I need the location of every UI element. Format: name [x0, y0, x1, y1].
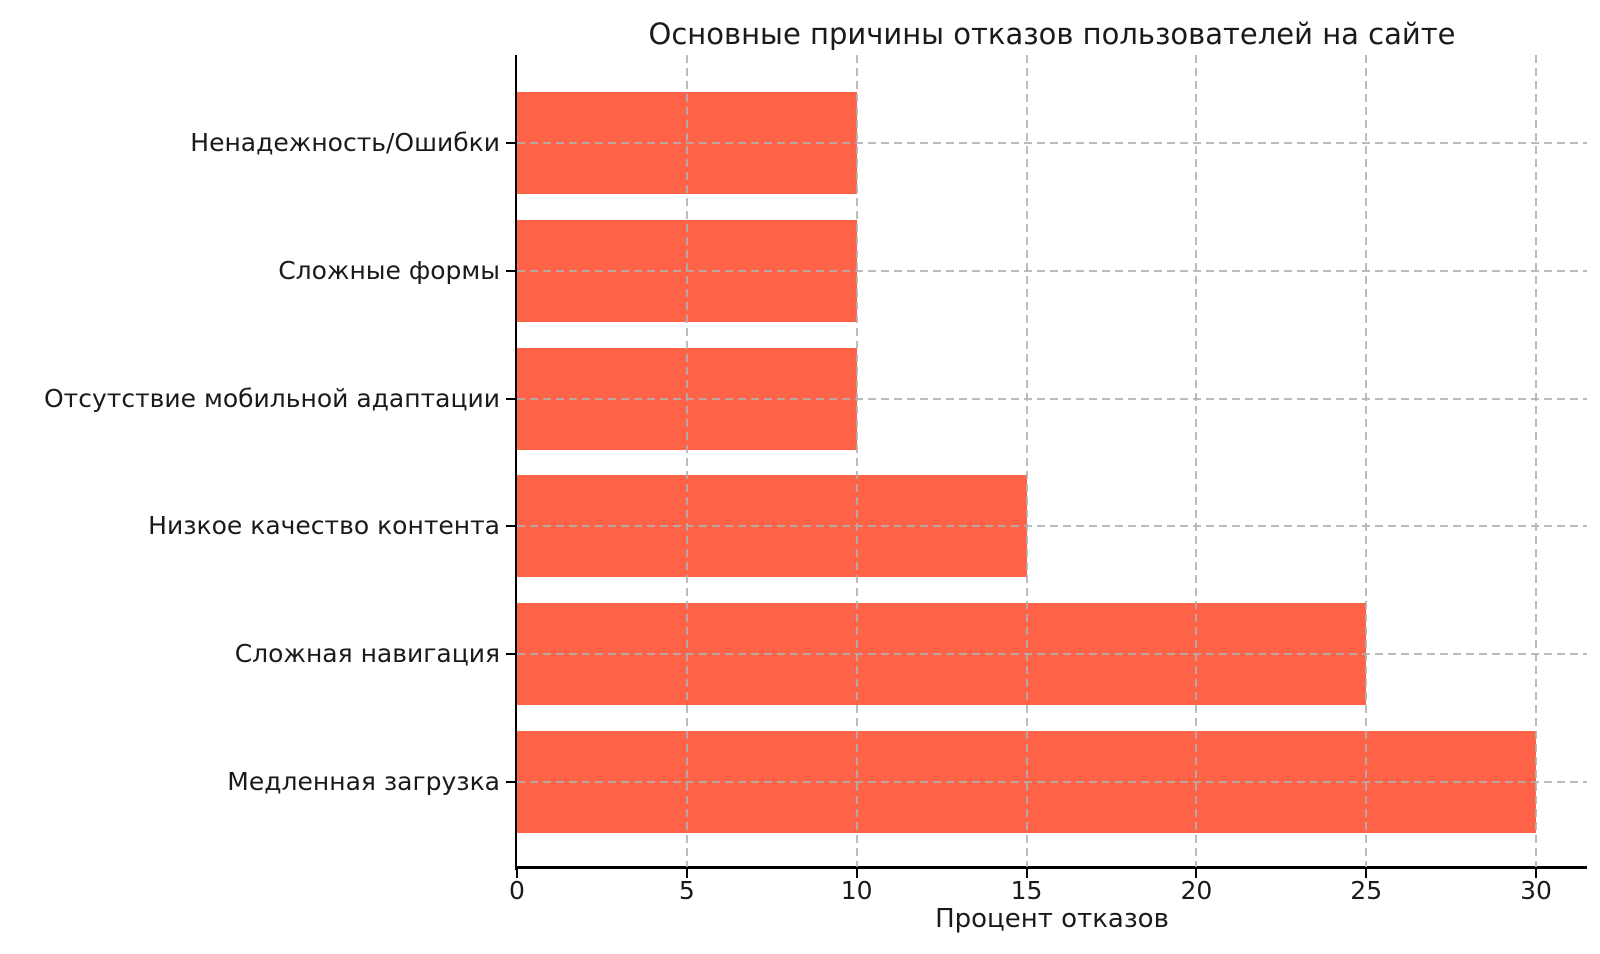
y-axis-spine: [514, 55, 517, 870]
y-tick-mark-0: [506, 142, 515, 144]
vertical-gridline-30: [1535, 55, 1538, 867]
y-tick-mark-2: [506, 397, 515, 400]
y-tick-label-2: Отсутствие мобильной адаптации: [44, 383, 500, 413]
y-tick-mark-4: [506, 653, 515, 656]
horizontal-gridline-0: [517, 142, 1587, 144]
y-tick-label-3: Низкое качество контента: [148, 511, 500, 541]
vertical-gridline-25: [1365, 55, 1368, 867]
y-tick-label-1: Сложные формы: [278, 255, 500, 285]
x-tick-mark-30: [1535, 868, 1538, 878]
x-tick-mark-15: [1025, 868, 1028, 878]
y-tick-mark-5: [506, 781, 515, 783]
x-tick-mark-25: [1365, 868, 1368, 878]
x-tick-label-30: 30: [1520, 876, 1552, 905]
x-tick-mark-10: [855, 868, 858, 878]
vertical-gridline-20: [1195, 55, 1198, 867]
horizontal-gridline-4: [517, 653, 1587, 656]
plot-area: [517, 55, 1587, 867]
vertical-gridline-15: [1025, 55, 1028, 867]
x-tick-label-15: 15: [1010, 876, 1043, 905]
vertical-gridline-5: [685, 55, 688, 867]
x-axis-spine: [514, 866, 1587, 869]
y-tick-mark-1: [506, 269, 515, 272]
x-tick-mark-0: [516, 868, 518, 878]
x-tick-label-20: 20: [1180, 876, 1213, 905]
horizontal-gridline-5: [517, 781, 1587, 783]
y-tick-label-4: Сложная навигация: [234, 639, 500, 669]
x-tick-label-25: 25: [1350, 876, 1383, 905]
y-tick-mark-3: [506, 525, 515, 528]
x-tick-mark-5: [685, 868, 688, 878]
y-tick-label-5: Медленная загрузка: [227, 767, 500, 796]
x-axis-label: Процент отказов: [935, 904, 1169, 934]
x-tick-label-10: 10: [840, 876, 873, 905]
horizontal-gridline-3: [517, 525, 1587, 528]
x-tick-label-0: 0: [509, 876, 525, 905]
y-tick-label-0: Ненадежность/Ошибки: [190, 128, 500, 157]
horizontal-gridline-1: [517, 269, 1587, 272]
horizontal-gridline-2: [517, 397, 1587, 400]
vertical-gridline-10: [855, 55, 858, 867]
x-tick-mark-20: [1195, 868, 1198, 878]
x-tick-label-5: 5: [678, 876, 695, 905]
chart-title: Основные причины отказов пользователей н…: [648, 17, 1456, 51]
